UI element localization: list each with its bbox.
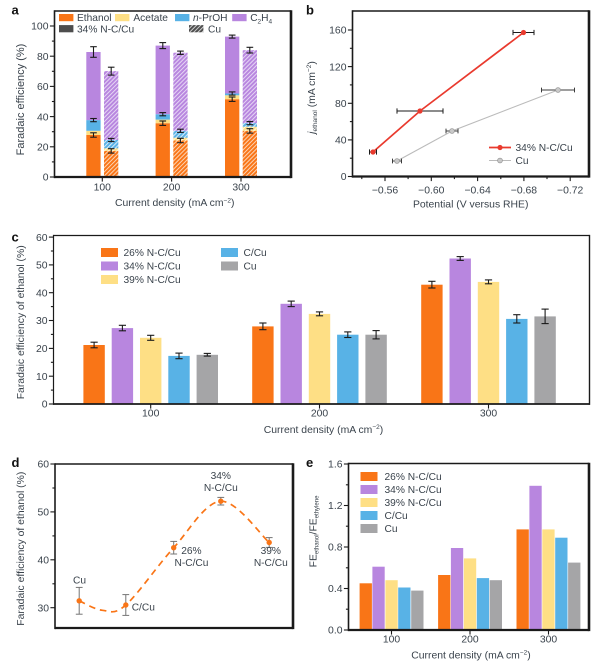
svg-text:Current density (mA cm−2): Current density (mA cm−2) xyxy=(264,424,383,436)
svg-text:200: 200 xyxy=(461,635,479,646)
svg-text:C/Cu: C/Cu xyxy=(244,248,267,259)
svg-text:60: 60 xyxy=(37,460,49,471)
svg-text:n-PrOH: n-PrOH xyxy=(193,13,228,24)
svg-text:C/Cu: C/Cu xyxy=(385,511,408,522)
svg-text:d: d xyxy=(12,455,20,470)
svg-text:26%: 26% xyxy=(181,546,201,557)
svg-text:N-C/Cu: N-C/Cu xyxy=(254,558,288,569)
svg-text:N-C/Cu: N-C/Cu xyxy=(175,558,209,569)
svg-text:Cu: Cu xyxy=(244,262,257,273)
svg-text:Cu: Cu xyxy=(385,524,398,535)
svg-text:30: 30 xyxy=(36,316,48,327)
svg-text:0: 0 xyxy=(42,400,48,411)
svg-text:39% N-C/Cu: 39% N-C/Cu xyxy=(385,498,442,509)
svg-text:100: 100 xyxy=(31,22,49,33)
svg-text:80: 80 xyxy=(37,52,49,63)
svg-text:Faradaic efficiency of ethanol: Faradaic efficiency of ethanol (%) xyxy=(16,472,27,626)
svg-text:160: 160 xyxy=(329,26,347,37)
svg-text:34% N-C/Cu: 34% N-C/Cu xyxy=(124,262,181,273)
svg-text:20: 20 xyxy=(36,344,48,355)
svg-text:Ethanol: Ethanol xyxy=(77,13,112,24)
svg-text:60: 60 xyxy=(36,233,48,244)
svg-text:Current density (mA cm−2): Current density (mA cm−2) xyxy=(411,650,530,662)
svg-text:40: 40 xyxy=(335,136,347,147)
svg-text:C2H4: C2H4 xyxy=(250,13,272,25)
svg-text:50: 50 xyxy=(37,508,49,519)
svg-text:b: b xyxy=(306,3,314,18)
svg-text:e: e xyxy=(306,455,313,470)
svg-text:34% N-C/Cu: 34% N-C/Cu xyxy=(77,24,134,35)
svg-text:100: 100 xyxy=(142,409,160,420)
svg-text:0.8: 0.8 xyxy=(328,543,343,554)
svg-text:100: 100 xyxy=(383,635,401,646)
svg-text:40: 40 xyxy=(37,112,49,123)
svg-text:200: 200 xyxy=(163,182,181,193)
svg-text:Cu: Cu xyxy=(516,156,529,167)
svg-text:10: 10 xyxy=(36,372,48,383)
svg-text:300: 300 xyxy=(540,635,558,646)
svg-text:jethanol (mA cm−2): jethanol (mA cm−2) xyxy=(306,61,319,136)
svg-text:20: 20 xyxy=(37,143,49,154)
svg-text:39% N-C/Cu: 39% N-C/Cu xyxy=(124,275,181,286)
svg-text:−0.68: −0.68 xyxy=(511,185,538,196)
svg-text:39%: 39% xyxy=(261,546,281,557)
svg-text:a: a xyxy=(12,3,20,18)
svg-text:1.6: 1.6 xyxy=(328,460,343,471)
svg-text:300: 300 xyxy=(232,182,250,193)
svg-text:Cu: Cu xyxy=(73,576,86,587)
svg-text:26% N-C/Cu: 26% N-C/Cu xyxy=(385,472,442,483)
svg-text:−0.56: −0.56 xyxy=(372,185,399,196)
svg-text:Acetate: Acetate xyxy=(133,13,168,24)
svg-text:34% N-C/Cu: 34% N-C/Cu xyxy=(516,143,573,154)
svg-text:30: 30 xyxy=(37,603,49,614)
svg-text:C/Cu: C/Cu xyxy=(132,603,155,614)
svg-text:−0.60: −0.60 xyxy=(418,185,445,196)
svg-text:200: 200 xyxy=(311,409,329,420)
svg-text:34% N-C/Cu: 34% N-C/Cu xyxy=(385,485,442,496)
svg-text:Faradaic efficiency of ethanol: Faradaic efficiency of ethanol (%) xyxy=(16,245,27,399)
svg-text:60: 60 xyxy=(37,82,49,93)
svg-text:100: 100 xyxy=(94,182,112,193)
svg-text:40: 40 xyxy=(37,556,49,567)
svg-text:120: 120 xyxy=(329,62,347,73)
svg-text:50: 50 xyxy=(36,261,48,272)
svg-text:−0.64: −0.64 xyxy=(464,185,491,196)
svg-text:c: c xyxy=(12,229,19,244)
svg-text:0.4: 0.4 xyxy=(328,584,343,595)
svg-text:Potential (V versus RHE): Potential (V versus RHE) xyxy=(413,200,529,211)
svg-text:26% N-C/Cu: 26% N-C/Cu xyxy=(124,248,181,259)
svg-text:34%: 34% xyxy=(211,471,231,482)
svg-text:Current density (mA cm−2): Current density (mA cm−2) xyxy=(115,197,234,209)
svg-text:−0.72: −0.72 xyxy=(557,185,584,196)
svg-text:1.2: 1.2 xyxy=(328,501,343,512)
svg-text:300: 300 xyxy=(480,409,498,420)
svg-text:0.0: 0.0 xyxy=(328,626,343,637)
svg-text:40: 40 xyxy=(36,288,48,299)
svg-text:80: 80 xyxy=(335,99,347,110)
svg-text:0: 0 xyxy=(43,173,49,184)
svg-text:N-C/Cu: N-C/Cu xyxy=(204,483,238,494)
svg-text:Cu: Cu xyxy=(208,24,221,35)
svg-text:0: 0 xyxy=(341,172,347,183)
svg-text:Faradaic efficiency (%): Faradaic efficiency (%) xyxy=(15,44,27,156)
